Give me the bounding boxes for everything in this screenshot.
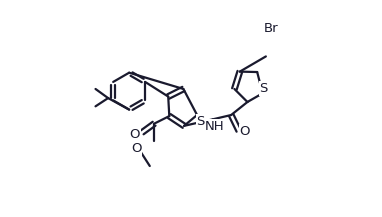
Text: O: O <box>240 125 250 138</box>
Text: NH: NH <box>205 120 225 133</box>
Text: S: S <box>197 115 205 128</box>
Text: S: S <box>259 82 268 95</box>
Text: O: O <box>129 128 140 141</box>
Text: Br: Br <box>264 22 278 35</box>
Text: O: O <box>131 142 142 155</box>
